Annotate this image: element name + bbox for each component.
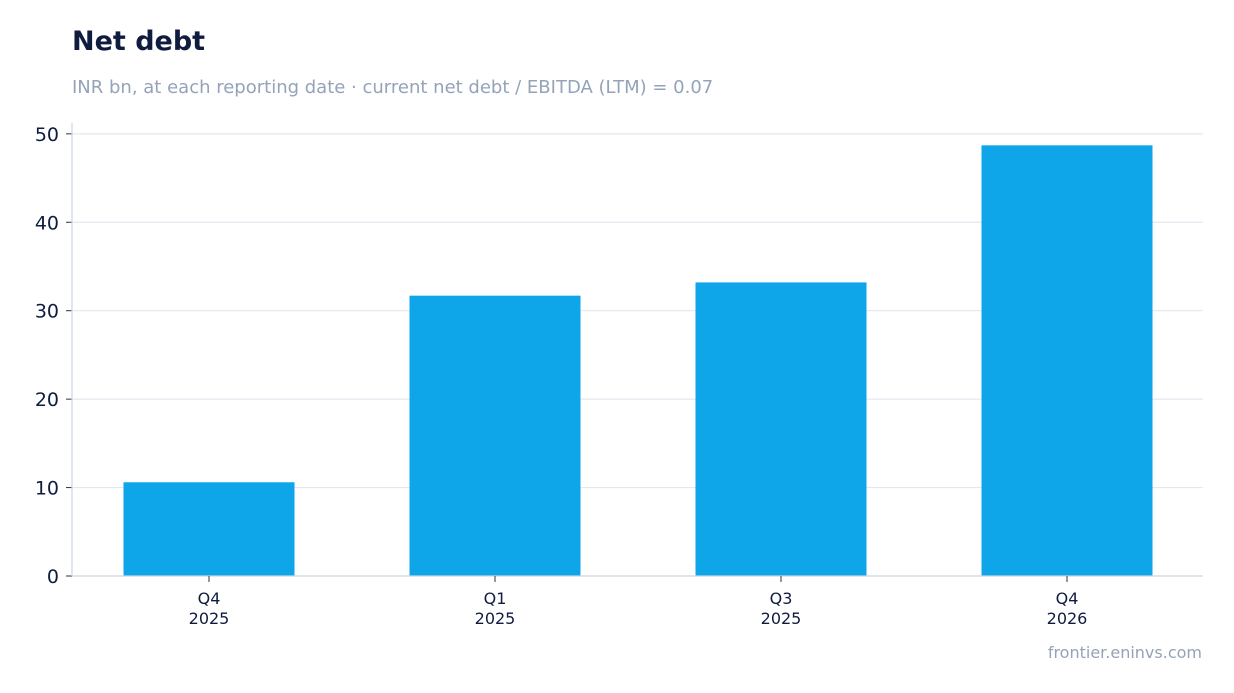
- y-tick-label: 30: [35, 301, 59, 323]
- x-tick-label: Q3: [770, 589, 793, 608]
- x-tick-label: Q4: [198, 589, 221, 608]
- bar: [695, 282, 867, 576]
- x-tick-label: 2025: [189, 609, 230, 628]
- x-tick-label: 2025: [475, 609, 516, 628]
- y-tick-label: 10: [35, 478, 59, 500]
- x-tick-label: Q4: [1056, 589, 1079, 608]
- y-tick-label: 0: [47, 566, 59, 588]
- bar: [981, 145, 1153, 576]
- y-tick-label: 20: [35, 389, 59, 411]
- chart-title: Net debt: [72, 26, 206, 57]
- y-tick-label: 40: [35, 212, 59, 234]
- bar: [123, 482, 295, 576]
- bar: [409, 295, 581, 576]
- y-tick-label: 50: [35, 124, 59, 146]
- x-tick-label: Q1: [484, 589, 507, 608]
- chart-subtitle: INR bn, at each reporting date · current…: [72, 77, 714, 98]
- source-note: frontier.eninvs.com: [1047, 643, 1202, 662]
- bars: [123, 145, 1153, 576]
- x-tick-label: 2025: [761, 609, 802, 628]
- x-tick-label: 2026: [1047, 609, 1088, 628]
